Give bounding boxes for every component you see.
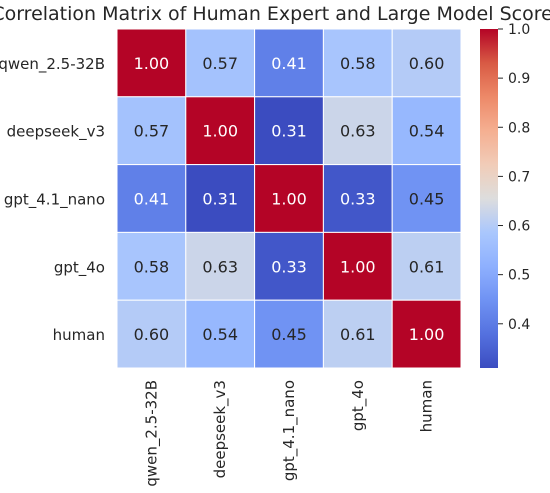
cell-value-label: 1.00 <box>340 257 376 276</box>
cell-value-label: 0.45 <box>409 190 445 209</box>
heatmap-cell <box>391 96 462 166</box>
colorbar-tick-label: 1.0 <box>508 22 530 38</box>
x-tick-label: human <box>418 380 436 432</box>
heatmap-cell <box>254 96 324 166</box>
heatmap-cell <box>254 28 324 98</box>
cell-value-label: 0.57 <box>202 54 238 73</box>
cell-value-label: 0.57 <box>134 122 170 141</box>
cell-value-label: 0.63 <box>202 257 238 276</box>
y-tick-labels: qwen_2.5-32B deepseek_v3 gpt_4.1_nano gpt_4… <box>0 55 105 344</box>
x-tick-labels: qwen_2.5-32B deepseek_v3 gpt_4.1_nano gpt_4… <box>142 380 435 487</box>
heatmap-cell <box>391 164 462 233</box>
heatmap-cell <box>116 96 187 166</box>
colorbar <box>480 29 498 368</box>
heatmap-cell <box>116 231 187 301</box>
heatmap-cell <box>116 299 187 369</box>
y-tick-label: human <box>53 326 105 344</box>
heatmap-cell <box>254 299 324 369</box>
cell-value-label: 0.33 <box>340 190 376 209</box>
cell-value-label: 0.61 <box>409 257 445 276</box>
colorbar-tick-label: 0.9 <box>508 71 530 87</box>
cell-value-label: 0.54 <box>202 325 238 344</box>
heatmap-cell <box>322 28 393 98</box>
colorbar-tick-label: 0.8 <box>508 120 530 136</box>
heatmap-cell <box>185 164 256 233</box>
cell-value-label: 0.41 <box>134 190 170 209</box>
cell-value-label: 0.58 <box>340 54 376 73</box>
heatmap-cell <box>185 299 256 369</box>
colorbar-tick-label: 0.6 <box>508 219 530 235</box>
cell-value-label: 0.45 <box>271 325 307 344</box>
colorbar-tick-label: 0.5 <box>508 268 530 284</box>
x-tick-label: gpt_4.1_nano <box>280 380 299 481</box>
cell-value-label: 0.58 <box>134 257 170 276</box>
colorbar-tick-label: 0.7 <box>508 169 530 185</box>
cell-value-label: 0.31 <box>202 190 238 209</box>
cell-value-label: 1.00 <box>409 325 445 344</box>
cell-value-label: 0.61 <box>340 325 376 344</box>
chart-title: Correlation Matrix of Human Expert and L… <box>0 3 550 25</box>
heatmap-cell <box>391 299 462 369</box>
y-tick-label: gpt_4o <box>54 258 105 277</box>
cell-value-label: 0.63 <box>340 122 376 141</box>
heatmap-cell <box>185 28 256 98</box>
heatmap-cell <box>185 231 256 301</box>
cell-value-label: 1.00 <box>134 54 170 73</box>
cell-value-label: 0.31 <box>271 122 307 141</box>
cell-value-label: 0.33 <box>271 257 307 276</box>
heatmap-cell <box>391 231 462 301</box>
colorbar-tick-label: 0.4 <box>508 317 530 333</box>
heatmap-cells: 1.00 0.57 0.41 0.58 0.60 0.57 1.00 0.31 0.63 0.54… <box>116 28 462 369</box>
cell-value-label: 0.60 <box>409 54 445 73</box>
x-tick-label: qwen_2.5-32B <box>142 380 161 487</box>
x-tick-label: gpt_4o <box>349 380 368 431</box>
heatmap-cell <box>254 231 324 301</box>
y-tick-label: deepseek_v3 <box>7 123 105 142</box>
cell-value-label: 0.41 <box>271 54 307 73</box>
cell-value-label: 1.00 <box>271 190 307 209</box>
cell-value-label: 0.60 <box>134 325 170 344</box>
x-tick-label: deepseek_v3 <box>211 380 230 478</box>
cell-value-label: 0.54 <box>409 122 445 141</box>
heatmap-cell <box>322 164 393 233</box>
heatmap-cell <box>116 28 187 98</box>
colorbar-ticks: 0.4 0.5 0.6 0.7 0.8 0.9 1.0 <box>498 22 530 333</box>
y-tick-label: qwen_2.5-32B <box>0 55 105 74</box>
y-tick-label: gpt_4.1_nano <box>4 191 105 210</box>
heatmap-cell <box>322 231 393 301</box>
cell-value-label: 1.00 <box>202 122 238 141</box>
